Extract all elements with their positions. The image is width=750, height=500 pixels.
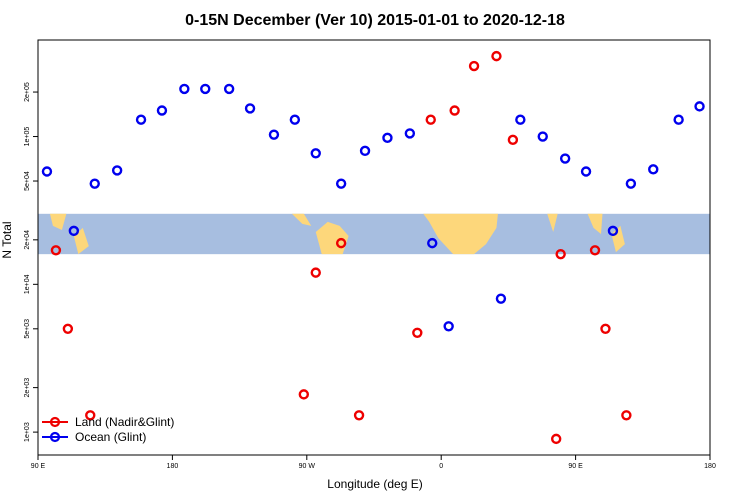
y-tick-label: 2e+04: [24, 230, 31, 250]
data-point: [223, 83, 235, 95]
series-layer: [41, 50, 705, 445]
world-map-band: [38, 213, 710, 255]
data-point: [495, 293, 507, 304]
x-tick-label: 180: [704, 463, 716, 470]
y-tick-label: 2e+03: [24, 378, 31, 398]
data-point: [607, 225, 619, 237]
legend-label-land: Land (Nadir&Glint): [75, 415, 174, 429]
data-point: [515, 114, 526, 125]
data-point: [335, 237, 347, 249]
data-point: [507, 134, 519, 146]
data-point: [244, 103, 256, 114]
data-point: [68, 225, 80, 237]
data-point: [85, 410, 96, 421]
data-point: [559, 153, 571, 164]
legend-marker-land: [49, 416, 61, 428]
data-point: [353, 410, 365, 421]
data-point: [310, 148, 321, 159]
x-tick-label: 90 E: [568, 463, 583, 470]
data-point: [268, 129, 280, 140]
data-point: [135, 114, 147, 125]
map-land-philippines: [611, 225, 625, 253]
y-tick-label: 1e+05: [24, 127, 31, 147]
data-point: [298, 389, 310, 400]
data-point: [62, 323, 74, 335]
data-point: [289, 114, 301, 125]
data-point: [537, 131, 548, 142]
legend: Land (Nadir&Glint) Ocean (Glint): [42, 415, 174, 444]
data-point: [156, 105, 168, 116]
series-ocean: [41, 83, 705, 332]
y-tick-label: 1e+04: [24, 274, 31, 294]
data-point: [694, 101, 705, 112]
data-point: [648, 164, 659, 175]
data-point: [359, 145, 371, 157]
data-point: [555, 248, 566, 260]
data-point: [310, 267, 321, 278]
data-point: [404, 128, 416, 139]
map-land-central-america: [291, 213, 312, 226]
plot-frame: [37, 39, 711, 456]
data-point: [41, 166, 53, 177]
legend-label-ocean: Ocean (Glint): [75, 430, 146, 444]
y-tick-label: 2e+05: [24, 82, 31, 102]
data-point: [335, 178, 347, 189]
y-axis-label: N Total: [0, 221, 14, 258]
data-point: [673, 114, 684, 125]
data-point: [600, 323, 611, 335]
data-point: [89, 178, 100, 189]
data-point: [589, 245, 601, 256]
data-point: [425, 114, 436, 125]
map-land-borneo: [73, 227, 89, 255]
map-land-se-asia: [49, 213, 67, 230]
data-point: [550, 433, 562, 445]
data-point: [449, 105, 460, 116]
legend-marker-ocean: [49, 431, 61, 443]
data-point: [179, 83, 190, 95]
x-tick-label: 90 E: [31, 463, 46, 470]
x-tick-label: 0: [439, 463, 443, 470]
map-land-africa: [423, 213, 498, 255]
x-tick-label: 180: [167, 463, 179, 470]
x-axis-label: Longitude (deg E): [327, 477, 422, 491]
data-point: [468, 60, 480, 72]
map-land-indochina: [587, 213, 603, 234]
data-point: [50, 245, 62, 256]
data-point: [427, 237, 438, 249]
data-point: [200, 83, 211, 95]
x-axis-ticks: 90 E 180 90 W 0 90 E 180: [31, 455, 716, 470]
x-tick-label: 90 W: [299, 463, 316, 470]
y-tick-label: 1e+03: [24, 422, 31, 442]
y-tick-label: 5e+03: [24, 319, 31, 339]
data-point: [111, 165, 123, 176]
chart-title: 0-15N December (Ver 10) 2015-01-01 to 20…: [185, 12, 565, 29]
data-point: [382, 132, 393, 144]
y-tick-label: 5e+04: [24, 171, 31, 191]
data-point: [621, 410, 632, 421]
data-point: [580, 166, 592, 177]
series-land: [50, 50, 632, 445]
data-point: [491, 50, 502, 62]
data-point: [412, 327, 423, 338]
data-point: [443, 321, 454, 332]
data-point: [625, 178, 637, 189]
y-axis-ticks: 1e+03 2e+03 5e+03 1e+04 2e+04 5e+04 1e+05 2e+05: [24, 82, 38, 442]
map-land-india: [547, 213, 558, 232]
